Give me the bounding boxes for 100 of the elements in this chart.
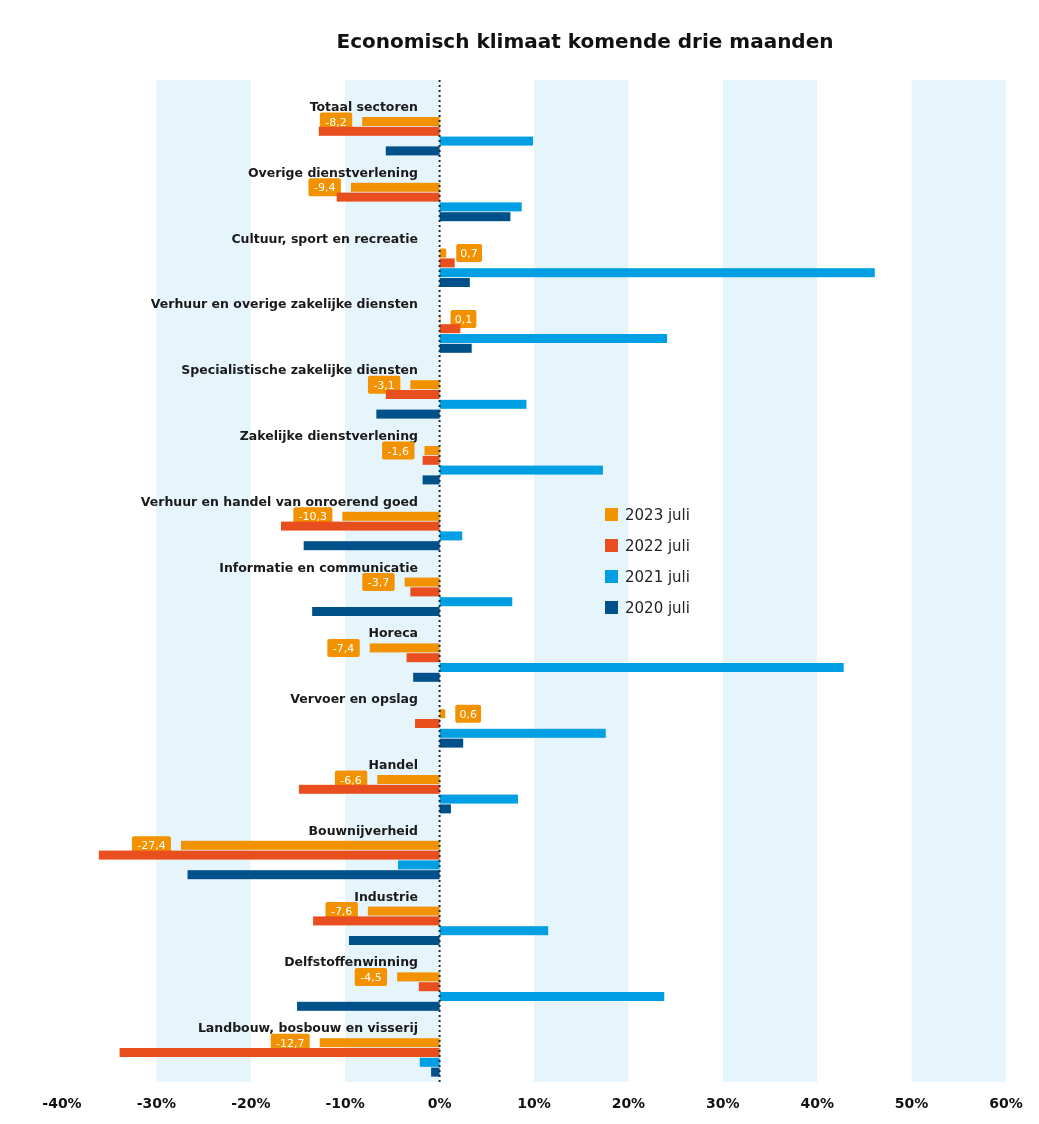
bar <box>439 663 844 672</box>
y-tick-label: Overige dienstverlening <box>247 164 418 180</box>
bar <box>439 258 455 268</box>
bar <box>362 117 440 126</box>
x-tick-label: -20% <box>231 1095 271 1111</box>
bar <box>439 212 511 222</box>
data-label: -3,1 <box>373 378 395 392</box>
bar <box>439 399 527 409</box>
bar <box>367 906 440 916</box>
y-tick-label: Delfstoffenwinning <box>284 954 418 970</box>
bar <box>119 1048 440 1057</box>
data-label: 0,7 <box>460 247 478 261</box>
bar <box>398 860 440 870</box>
data-label: 0,6 <box>459 707 477 721</box>
data-label: -9,4 <box>313 181 336 195</box>
bar <box>439 334 668 343</box>
bar <box>187 870 440 880</box>
data-label: -3,7 <box>367 576 390 590</box>
x-tick-label: -10% <box>325 1095 365 1111</box>
bar <box>439 136 534 146</box>
x-tick-label: 50% <box>894 1095 929 1111</box>
data-label: -1,6 <box>387 444 410 458</box>
x-tick-label: 60% <box>989 1095 1023 1111</box>
bar <box>376 409 440 419</box>
bar <box>439 738 464 748</box>
bar <box>439 794 518 804</box>
data-label: -8,2 <box>325 115 347 129</box>
bar <box>413 672 440 682</box>
data-label: -6,6 <box>340 773 362 787</box>
y-tick-label: Bouwnijverheid <box>308 822 418 838</box>
bar <box>385 390 440 399</box>
legend-label: 2023 juli <box>625 506 690 524</box>
bar <box>303 541 440 551</box>
bar <box>419 1057 440 1067</box>
bar <box>377 775 440 784</box>
bar <box>406 653 440 663</box>
y-tick-label: Verhuur en overige zakelijke diensten <box>150 296 418 312</box>
data-label: -27,4 <box>137 839 166 853</box>
y-tick-label: Specialistische zakelijke diensten <box>181 362 418 378</box>
data-label: -4,5 <box>360 970 382 984</box>
bar <box>422 475 440 485</box>
bar <box>348 936 440 945</box>
bar <box>350 182 440 192</box>
bar <box>313 916 440 926</box>
bar <box>439 992 665 1001</box>
bar <box>312 607 440 616</box>
y-tick-label: Horeca <box>368 625 418 641</box>
bar <box>439 597 513 607</box>
data-label: -10,3 <box>298 510 328 524</box>
y-tick-label: Landbouw, bosbouw en visserij <box>197 1020 418 1036</box>
x-tick-label: 20% <box>611 1095 646 1111</box>
bar <box>418 982 440 992</box>
bar <box>422 455 440 465</box>
bar <box>439 465 603 475</box>
legend-label: 2021 juli <box>625 568 690 586</box>
data-label: -12,7 <box>275 1036 305 1050</box>
bar <box>385 146 440 156</box>
data-label: -7,4 <box>332 641 355 655</box>
y-tick-label: Vervoer en opslag <box>290 691 418 707</box>
y-tick-label: Totaal sectoren <box>309 99 418 114</box>
y-tick-label: Industrie <box>354 888 418 904</box>
legend-label: 2020 juli <box>625 599 690 617</box>
x-tick-label: 0% <box>427 1095 452 1111</box>
y-tick-label: Informatie en communicatie <box>219 559 418 575</box>
data-label: 0,1 <box>454 312 473 326</box>
bar <box>404 577 440 587</box>
x-tick-label: 30% <box>706 1095 740 1111</box>
bar <box>369 643 440 653</box>
y-tick-label: Cultuur, sport en recreatie <box>231 230 418 246</box>
bar <box>424 446 440 455</box>
bar <box>342 511 440 521</box>
data-label: -7,6 <box>330 905 353 919</box>
bar <box>180 840 440 850</box>
bar <box>410 587 440 597</box>
bar <box>298 784 440 794</box>
bar <box>439 531 463 541</box>
bar <box>297 1001 440 1011</box>
x-tick-label: -40% <box>42 1095 82 1111</box>
x-tick-label: -30% <box>136 1095 177 1111</box>
bar <box>281 521 440 531</box>
bar <box>319 1038 440 1048</box>
bar <box>410 380 440 390</box>
bar <box>439 804 451 814</box>
bar <box>439 268 875 278</box>
chart-title: Economisch klimaat komende drie maanden <box>336 29 834 53</box>
bar <box>98 850 440 860</box>
bar <box>439 278 470 287</box>
y-tick-label: Verhuur en handel van onroerend goed <box>140 493 418 509</box>
y-tick-label: Zakelijke dienstverlening <box>239 428 418 443</box>
bar <box>431 1067 440 1077</box>
bar <box>439 926 549 936</box>
bar <box>439 728 606 738</box>
bar <box>439 343 472 353</box>
bar <box>318 126 440 136</box>
y-tick-label: Handel <box>368 757 418 772</box>
bar <box>415 719 440 728</box>
legend-label: 2022 juli <box>625 537 690 555</box>
x-tick-label: 10% <box>517 1095 551 1111</box>
bar <box>397 972 440 982</box>
x-tick-label: 40% <box>800 1095 834 1111</box>
